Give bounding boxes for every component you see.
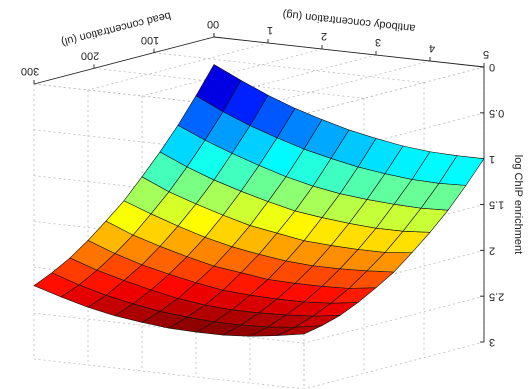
grid-line xyxy=(141,48,323,97)
y-axis xyxy=(33,36,215,85)
x-tick-label: 1 xyxy=(267,24,273,36)
surface-patch xyxy=(195,64,242,113)
grid-line xyxy=(303,341,485,389)
x-axis xyxy=(213,36,485,68)
grid-line xyxy=(33,358,305,389)
z-tick-label: 1 xyxy=(489,153,495,165)
y-tick-label: 200 xyxy=(81,49,99,61)
z-axis-label: log ChIP enrichment xyxy=(512,155,524,254)
x-tick-label: 5 xyxy=(483,48,489,60)
z-tick-label: 2 xyxy=(489,244,495,256)
x-tick-label: 0 xyxy=(213,18,219,30)
grid-line xyxy=(153,52,425,84)
x-tick-label: 2 xyxy=(321,30,327,42)
grid-line xyxy=(303,66,485,115)
z-tick-label: 0.5 xyxy=(489,107,504,119)
grid-line xyxy=(303,66,485,115)
z-tick-label: 3 xyxy=(489,336,495,348)
z-tick-label: 2.5 xyxy=(489,290,504,302)
x-tick-label: 4 xyxy=(429,42,435,54)
x-axis-label: antibody concentration (ug) xyxy=(282,8,416,34)
grid-line xyxy=(249,60,431,109)
y-tick-label: 100 xyxy=(141,34,159,46)
x-tick-label: 3 xyxy=(375,36,381,48)
z-tick-label: 0 xyxy=(489,61,495,73)
y-tick-label: 300 xyxy=(21,65,39,77)
grid-line xyxy=(303,295,485,344)
y-tick-label: 0 xyxy=(207,18,213,30)
grid-line xyxy=(87,42,269,91)
z-tick-label: 1.5 xyxy=(489,199,504,211)
